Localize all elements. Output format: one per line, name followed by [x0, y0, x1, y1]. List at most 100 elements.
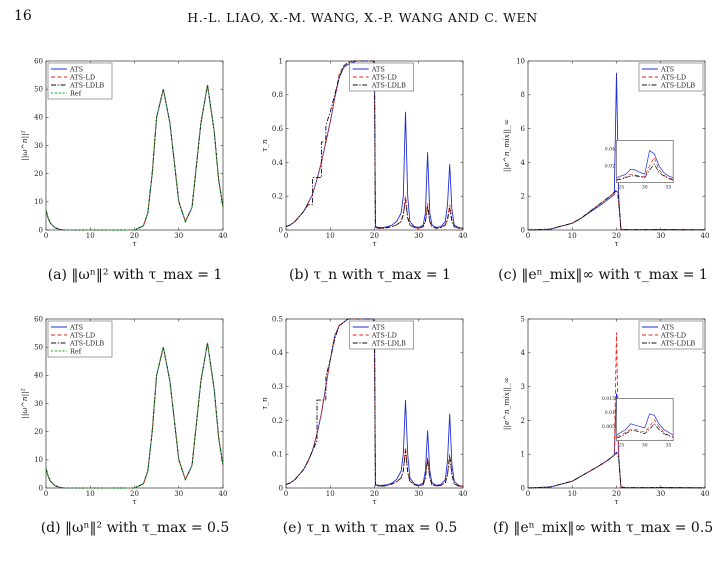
legend-label-ats-ld: ATS-LD: [660, 73, 686, 81]
x-axis-label: τ: [372, 239, 377, 248]
y-tick-label: 4: [521, 349, 526, 357]
x-tick-label: 10: [326, 490, 335, 498]
inset-series-ats: [616, 150, 674, 178]
x-tick-label: 20: [370, 232, 379, 240]
page-number: 16: [14, 8, 32, 24]
x-tick-label: 0: [284, 232, 288, 240]
inset-y-tick-label: 0.015: [602, 396, 615, 402]
y-tick-label: 20: [34, 428, 43, 436]
y-tick-label: 6: [521, 125, 526, 133]
y-tick-label: 10: [516, 57, 525, 65]
y-axis-label: τ_n: [260, 139, 269, 152]
x-tick-label: 0: [526, 232, 530, 240]
x-tick-label: 20: [130, 490, 139, 498]
y-tick-label: 0: [279, 226, 283, 234]
y-axis-label: ||e^n_mix||_∞: [502, 119, 511, 172]
inset-series-ats-ld: [616, 156, 674, 180]
inset-y-tick-label: 0.01: [605, 410, 615, 416]
y-tick-label: 40: [34, 114, 43, 122]
x-tick-label: 30: [414, 490, 423, 498]
x-axis-label: τ: [372, 497, 377, 506]
caption-f: (f) ‖eⁿ_mix‖∞ with τ_max = 0.5: [492, 520, 714, 536]
y-tick-label: 3: [521, 383, 525, 391]
y-tick-label: 0.4: [272, 349, 284, 357]
legend-label-ats-ldlb: ATS-LDLB: [69, 81, 104, 89]
y-tick-label: 4: [521, 159, 526, 167]
x-tick-label: 10: [326, 232, 335, 240]
caption-c: (c) ‖eⁿ_mix‖∞ with τ_max = 1: [498, 267, 708, 283]
legend-label-ats: ATS: [660, 323, 674, 331]
chart-a-omega-norm-tau1: 0 10 20 30 400102030405060τ||ω^n||²ATSATS-LD…: [20, 57, 227, 248]
y-tick-label: 0: [39, 484, 43, 492]
inset-x-tick-label: 35: [665, 185, 671, 191]
chart-c-error-tau1: 0 10 20 30 40 0 2 4 6 8 10 τ ||e^n_mix||_∞ ATSATS-LDA…: [502, 57, 709, 248]
legend-label-ats-ldlb: ATS-LDLB: [660, 81, 695, 89]
caption-d: (d) ‖ωⁿ‖² with τ_max = 0.5: [40, 520, 230, 536]
y-tick-label: 0.4: [272, 159, 284, 167]
x-tick-label: 10: [86, 490, 95, 498]
series-line-ats-ldlb: [285, 318, 464, 487]
y-axis-label: ||ω^n||²: [20, 130, 29, 160]
y-tick-label: 0.1: [272, 451, 283, 459]
y-tick-label: 50: [34, 86, 43, 94]
running-title: H.-L. LIAO, X.-M. WANG, X.-P. WANG AND C…: [187, 10, 538, 25]
legend-label-ats: ATS: [660, 65, 674, 73]
x-tick-label: 20: [370, 490, 379, 498]
legend-label-ats: ATS: [69, 65, 83, 73]
series-line-ref: [45, 342, 224, 489]
caption-e: (e) τ_n with τ_max = 0.5: [282, 520, 458, 536]
legend-label-ats-ld: ATS-LD: [660, 331, 686, 339]
y-tick-label: 0.2: [272, 417, 283, 425]
y-axis-label: ||e^n_mix||_∞: [502, 377, 511, 430]
y-tick-label: 2: [521, 417, 525, 425]
legend-label-ats-ld: ATS-LD: [69, 331, 95, 339]
legend-label-ats-ld: ATS-LD: [371, 331, 397, 339]
series-line-ats: [285, 318, 464, 487]
inset-series-ats-ldlb: [616, 423, 674, 439]
x-tick-label: 10: [568, 490, 577, 498]
y-tick-label: 20: [34, 170, 43, 178]
legend-label-ats-ld: ATS-LD: [371, 73, 397, 81]
chart-f-error-tau05: 0 10 20 30 40 0 1 2 3 4 5 τ ||e^n_mix||_∞ ATSATS-LDAT…: [502, 315, 710, 506]
y-tick-label: 0: [521, 484, 525, 492]
inset-x-tick-label: 30: [642, 185, 648, 191]
legend-label-ats: ATS: [69, 323, 83, 331]
legend-label-ats-ldlb: ATS-LDLB: [371, 81, 406, 89]
y-tick-label: 5: [521, 315, 525, 323]
x-axis-label: τ: [132, 239, 137, 248]
x-tick-label: 10: [568, 232, 577, 240]
y-tick-label: 2: [521, 193, 525, 201]
x-axis-label: τ: [614, 497, 619, 506]
inset-series-ats: [616, 413, 674, 436]
y-tick-label: 0: [39, 226, 43, 234]
y-tick-label: 1: [279, 57, 283, 65]
x-tick-label: 30: [174, 232, 183, 240]
inset-x-tick-label: 30: [642, 443, 648, 449]
legend-label-ats: ATS: [371, 323, 385, 331]
x-tick-label: 0: [44, 490, 48, 498]
x-tick-label: 40: [459, 490, 468, 498]
x-tick-label: 20: [130, 232, 139, 240]
y-tick-label: 0.3: [272, 383, 283, 391]
x-tick-label: 30: [174, 490, 183, 498]
x-tick-label: 10: [86, 232, 95, 240]
y-tick-label: 50: [34, 344, 43, 352]
y-tick-label: 10: [34, 198, 43, 206]
legend-label-ref: Ref: [70, 89, 82, 97]
x-tick-label: 30: [656, 232, 665, 240]
series-line-ats-ldlb: [285, 60, 463, 229]
y-tick-label: 1: [521, 451, 525, 459]
x-tick-label: 40: [459, 232, 468, 240]
y-tick-label: 0: [279, 484, 283, 492]
y-tick-label: 0.8: [272, 91, 283, 99]
series-line-ats-ldlb: [527, 451, 706, 489]
caption-b: (b) τ_n with τ_max = 1: [289, 267, 451, 283]
y-tick-label: 10: [34, 456, 43, 464]
y-tick-label: 0.2: [272, 193, 283, 201]
x-axis-label: τ: [614, 239, 619, 248]
y-tick-label: 40: [34, 372, 43, 380]
x-tick-label: 20: [612, 490, 621, 498]
x-tick-label: 40: [701, 490, 710, 498]
legend-label-ats-ld: ATS-LD: [69, 73, 95, 81]
legend-label-ats-ldlb: ATS-LDLB: [69, 339, 104, 347]
